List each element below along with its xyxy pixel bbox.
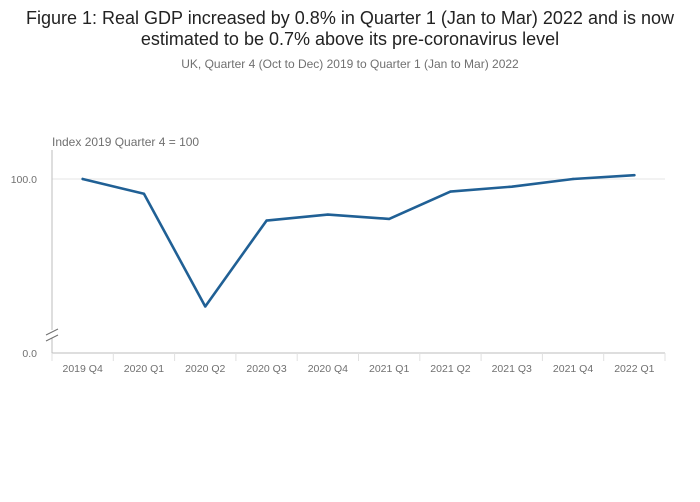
data-point[interactable] (142, 192, 146, 195)
y-tick-label: 0.0 (22, 348, 37, 360)
x-tick-label: 2020 Q1 (124, 363, 164, 375)
data-point[interactable] (449, 190, 452, 193)
x-tick-label: 2021 Q1 (369, 363, 409, 375)
x-tick-label: 2021 Q3 (492, 363, 532, 375)
data-point[interactable] (387, 217, 391, 221)
data-point[interactable] (204, 305, 207, 308)
chart-title: Figure 1: Real GDP increased by 0.8% in … (26, 8, 674, 49)
y-axis-label: Index 2019 Quarter 4 = 100 (52, 135, 200, 149)
series-line-gdp (81, 173, 636, 308)
chart-subtitle: UK, Quarter 4 (Oct to Dec) 2019 to Quart… (181, 57, 519, 71)
x-tick-label: 2021 Q4 (553, 363, 593, 375)
data-point[interactable] (265, 219, 268, 222)
data-point[interactable] (326, 213, 330, 216)
data-point[interactable] (571, 177, 575, 181)
data-point[interactable] (510, 185, 513, 188)
x-tick-label: 2022 Q1 (614, 363, 654, 375)
x-tick-label: 2019 Q4 (63, 363, 103, 375)
axes (45, 150, 665, 354)
y-tick-labels: 100.0 0.0 (11, 174, 37, 360)
data-point[interactable] (81, 177, 84, 181)
y-tick-label: 100.0 (11, 174, 37, 186)
data-point[interactable] (633, 173, 636, 177)
x-tick-label: 2020 Q2 (185, 363, 225, 375)
x-tick-label: 2020 Q3 (246, 363, 286, 375)
x-tick-label: 2021 Q2 (430, 363, 470, 375)
axis-break-icon (45, 328, 59, 342)
series-group (81, 173, 636, 308)
x-tick-label: 2020 Q4 (308, 363, 348, 375)
x-tick-labels: 2019 Q4 2020 Q1 2020 Q2 2020 Q3 2020 Q4 2021 … (51, 353, 666, 375)
